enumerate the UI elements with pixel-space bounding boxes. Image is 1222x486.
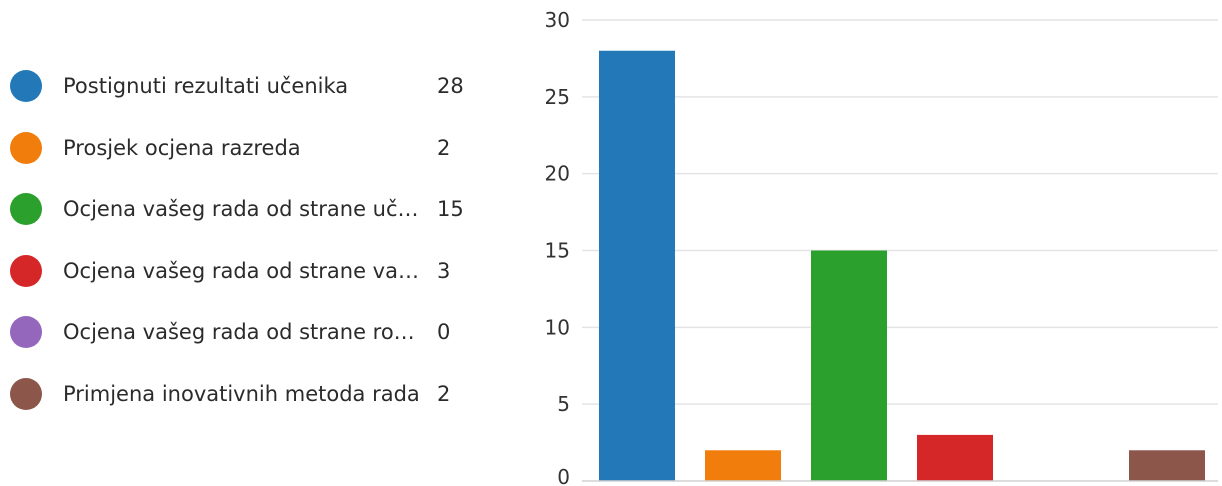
bar — [705, 450, 781, 481]
legend-dot-icon — [10, 377, 42, 410]
y-tick-label: 0 — [557, 465, 570, 486]
gridlines — [582, 19, 1218, 405]
legend-item: Primjena inovativnih metoda rada 2 — [0, 364, 480, 426]
legend-dot-icon — [10, 193, 42, 225]
chart-legend: Postignuti rezultati učenika 28 Prosjek … — [0, 56, 480, 425]
y-tick-label: 5 — [557, 392, 570, 416]
y-tick-label: 10 — [545, 315, 570, 339]
legend-label: Ocjena vašeg rada od strane vaš… — [63, 258, 421, 283]
legend-value: 2 — [437, 135, 451, 160]
y-tick-label: 30 — [545, 8, 570, 32]
y-axis: 0 5 10 15 20 25 30 — [545, 8, 570, 486]
legend-dot-icon — [10, 70, 42, 102]
legend-value: 15 — [437, 197, 464, 221]
y-tick-label: 25 — [545, 85, 570, 109]
y-tick-label: 15 — [545, 239, 570, 263]
bar-chart: 0 5 10 15 20 25 30 — [545, 8, 1218, 486]
legend-label: Ocjena vašeg rada od strane ro… — [63, 320, 415, 344]
bar — [917, 434, 993, 481]
bar — [811, 250, 887, 481]
legend-item: Ocjena vašeg rada od strane vaš… 3 — [0, 241, 480, 303]
legend-dot-icon — [10, 316, 42, 348]
legend-value: 28 — [437, 74, 464, 98]
legend-dot-icon — [10, 131, 42, 164]
legend-item: Prosjek ocjena razreda 2 — [0, 118, 480, 180]
bar — [599, 50, 675, 481]
bar — [1129, 450, 1205, 481]
legend-label: Prosjek ocjena razreda — [63, 135, 301, 160]
legend-label: Postignuti rezultati učenika — [63, 74, 349, 98]
y-tick-label: 20 — [545, 162, 570, 186]
legend-label: Primjena inovativnih metoda rada — [63, 381, 420, 406]
legend-item: Ocjena vašeg rada od strane uč… 15 — [0, 179, 480, 241]
legend-value: 2 — [437, 381, 451, 406]
legend-value: 3 — [437, 258, 451, 283]
bars — [599, 50, 1205, 481]
legend-item: Ocjena vašeg rada od strane ro… 0 — [0, 302, 480, 364]
legend-label: Ocjena vašeg rada od strane uč… — [63, 197, 419, 221]
legend-value: 0 — [437, 320, 451, 344]
legend-item: Postignuti rezultati učenika 28 — [0, 56, 480, 118]
legend-dot-icon — [10, 254, 42, 287]
